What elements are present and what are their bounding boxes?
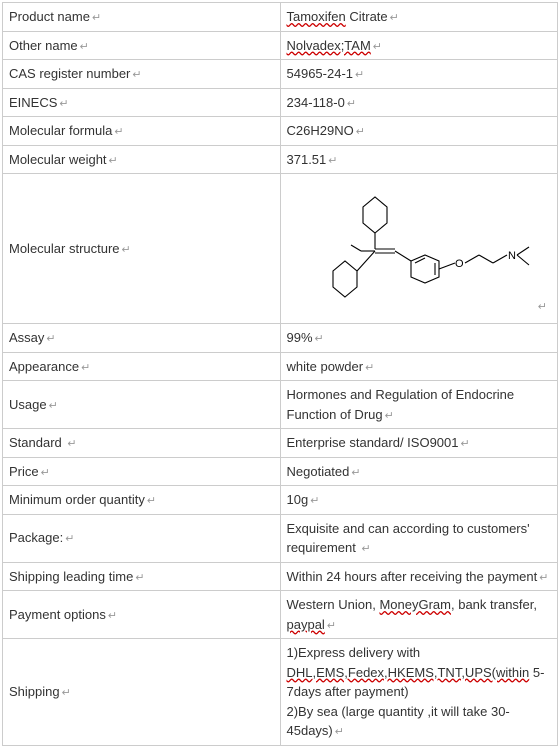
row-label: Shipping leading time↵ <box>3 562 281 591</box>
row-label: Standard ↵ <box>3 429 281 458</box>
return-mark: ↵ <box>41 467 50 479</box>
row-value: 99%↵ <box>280 324 558 353</box>
return-mark: ↵ <box>46 333 55 345</box>
row-value: Nolvadex;TAM↵ <box>280 31 558 60</box>
return-mark: ↵ <box>310 495 319 507</box>
return-mark: ↵ <box>122 244 131 256</box>
row-label: Minimum order quantity↵ <box>3 486 281 515</box>
row-label: Shipping↵ <box>3 639 281 746</box>
return-mark: ↵ <box>385 410 394 422</box>
return-mark: ↵ <box>92 12 101 24</box>
table-row: Standard ↵Enterprise standard/ ISO9001↵ <box>3 429 558 458</box>
row-value: O N ↵ <box>280 174 558 324</box>
return-mark: ↵ <box>109 155 118 167</box>
table-row: CAS register number↵54965-24-1↵ <box>3 60 558 89</box>
row-label: Usage↵ <box>3 381 281 429</box>
return-mark: ↵ <box>135 572 144 584</box>
table-row: Assay↵99%↵ <box>3 324 558 353</box>
row-label: Other name↵ <box>3 31 281 60</box>
svg-text:N: N <box>508 250 516 262</box>
return-mark: ↵ <box>351 467 360 479</box>
table-row: Payment options↵Western Union, MoneyGram… <box>3 591 558 639</box>
table-body: Product name↵Tamoxifen Citrate↵Other nam… <box>3 3 558 746</box>
return-mark: ↵ <box>59 98 68 110</box>
table-row: Other name↵Nolvadex;TAM↵ <box>3 31 558 60</box>
row-value: Within 24 hours after receiving the paym… <box>280 562 558 591</box>
return-mark: ↵ <box>538 299 547 316</box>
table-row: Package:↵Exquisite and can according to … <box>3 514 558 562</box>
row-label: Product name↵ <box>3 3 281 32</box>
return-mark: ↵ <box>81 362 90 374</box>
return-mark: ↵ <box>327 620 336 632</box>
return-mark: ↵ <box>361 543 370 555</box>
return-mark: ↵ <box>65 533 74 545</box>
return-mark: ↵ <box>347 98 356 110</box>
row-value: Exquisite and can according to customers… <box>280 514 558 562</box>
row-value: Western Union, MoneyGram, bank transfer,… <box>280 591 558 639</box>
row-value: Hormones and Regulation of Endocrine Fun… <box>280 381 558 429</box>
row-label: Payment options↵ <box>3 591 281 639</box>
return-mark: ↵ <box>114 126 123 138</box>
return-mark: ↵ <box>108 610 117 622</box>
return-mark: ↵ <box>461 438 470 450</box>
table-row: Molecular formula↵C26H29NO↵ <box>3 117 558 146</box>
table-row: Usage↵Hormones and Regulation of Endocri… <box>3 381 558 429</box>
return-mark: ↵ <box>539 572 548 584</box>
return-mark: ↵ <box>147 495 156 507</box>
row-value: 234-118-0↵ <box>280 88 558 117</box>
return-mark: ↵ <box>80 41 89 53</box>
table-row: Molecular structure↵ O N ↵ <box>3 174 558 324</box>
row-label: CAS register number↵ <box>3 60 281 89</box>
row-label: Price↵ <box>3 457 281 486</box>
return-mark: ↵ <box>390 12 399 24</box>
table-row: Product name↵Tamoxifen Citrate↵ <box>3 3 558 32</box>
row-value: 371.51↵ <box>280 145 558 174</box>
table-row: Price↵Negotiated↵ <box>3 457 558 486</box>
row-value: Tamoxifen Citrate↵ <box>280 3 558 32</box>
return-mark: ↵ <box>328 155 337 167</box>
table-row: Minimum order quantity↵10g↵ <box>3 486 558 515</box>
row-label: Molecular structure↵ <box>3 174 281 324</box>
return-mark: ↵ <box>67 438 76 450</box>
return-mark: ↵ <box>62 687 71 699</box>
row-label: Appearance↵ <box>3 352 281 381</box>
return-mark: ↵ <box>373 41 382 53</box>
return-mark: ↵ <box>365 362 374 374</box>
return-mark: ↵ <box>49 400 58 412</box>
row-label: Package:↵ <box>3 514 281 562</box>
row-value: C26H29NO↵ <box>280 117 558 146</box>
row-value: 10g↵ <box>280 486 558 515</box>
row-value: Enterprise standard/ ISO9001↵ <box>280 429 558 458</box>
return-mark: ↵ <box>335 726 344 738</box>
row-label: Molecular weight↵ <box>3 145 281 174</box>
table-row: EINECS↵234-118-0↵ <box>3 88 558 117</box>
table-row: Appearance↵white powder↵ <box>3 352 558 381</box>
row-label: Assay↵ <box>3 324 281 353</box>
row-label: EINECS↵ <box>3 88 281 117</box>
return-mark: ↵ <box>132 69 141 81</box>
row-value: white powder↵ <box>280 352 558 381</box>
svg-text:O: O <box>455 258 464 270</box>
return-mark: ↵ <box>356 126 365 138</box>
row-value: 1)Express delivery with DHL,EMS,Fedex,HK… <box>280 639 558 746</box>
row-label: Molecular formula↵ <box>3 117 281 146</box>
table-row: Shipping↵1)Express delivery with DHL,EMS… <box>3 639 558 746</box>
row-value: 54965-24-1↵ <box>280 60 558 89</box>
product-spec-table: Product name↵Tamoxifen Citrate↵Other nam… <box>2 2 558 746</box>
molecule-structure: O N <box>289 179 549 319</box>
table-row: Shipping leading time↵Within 24 hours af… <box>3 562 558 591</box>
row-value: Negotiated↵ <box>280 457 558 486</box>
table-row: Molecular weight↵371.51↵ <box>3 145 558 174</box>
return-mark: ↵ <box>315 333 324 345</box>
return-mark: ↵ <box>355 69 364 81</box>
